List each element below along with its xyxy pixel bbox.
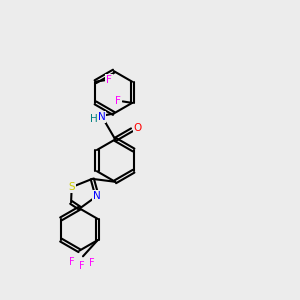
Text: O: O xyxy=(134,123,142,134)
Text: N: N xyxy=(93,191,101,201)
Text: S: S xyxy=(68,182,75,192)
Text: N: N xyxy=(98,112,105,122)
Text: F: F xyxy=(89,258,94,268)
Text: F: F xyxy=(116,96,121,106)
Text: F: F xyxy=(79,261,85,271)
Text: H: H xyxy=(90,114,98,124)
Text: F: F xyxy=(69,256,75,267)
Text: F: F xyxy=(106,75,112,85)
